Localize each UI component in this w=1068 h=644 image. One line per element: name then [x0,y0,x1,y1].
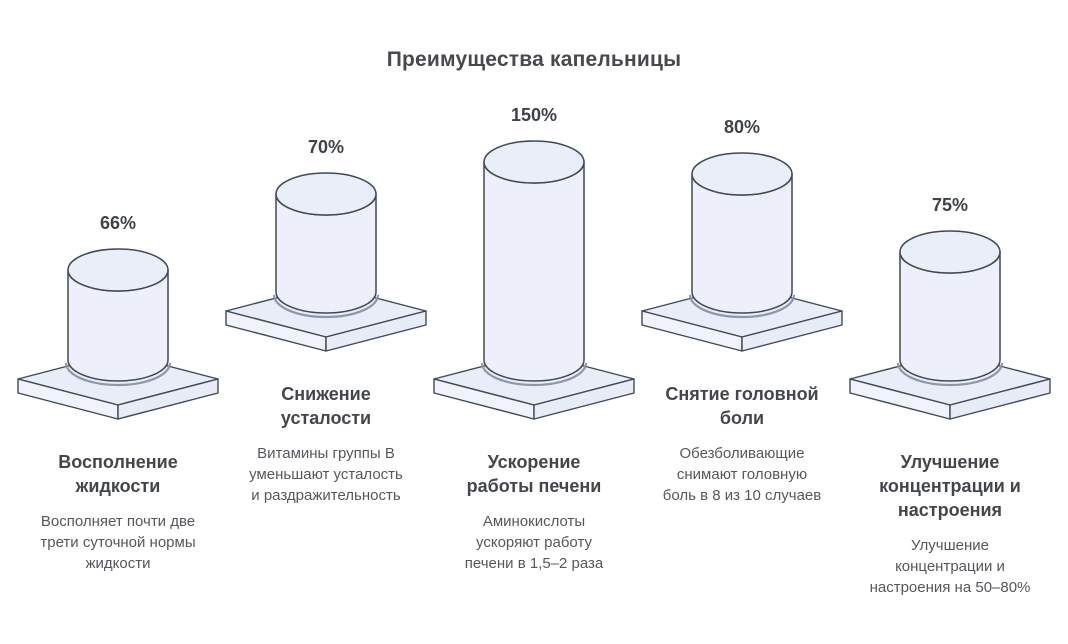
graphic-area: 66% [13,80,223,421]
chart-row: 66% Восполнение жидкости Восполняет почт… [0,80,1068,598]
value-label: 75% [931,195,969,216]
benefit-description: Восполняет почти две трети суточной норм… [40,512,196,572]
graphic-area: 150% [429,80,639,421]
cylinder-graphic [13,245,223,421]
benefit-description: Обезболивающие снимают головную боль в 8… [662,444,822,504]
benefit-column-liver: 150% Ускорение работы печени Аминокислот… [430,80,638,598]
benefit-description: Аминокислоты ускоряют работу печени в 1,… [464,512,604,572]
benefit-heading: Снижение усталости [280,384,372,428]
page-title: Преимущества капельницы [386,48,682,71]
benefit-column-mood: 75% Улучшение концентрации и настроения … [846,80,1054,598]
graphic-area: 75% [845,80,1055,421]
value-label: 150% [510,105,558,126]
value-label: 70% [307,137,345,158]
benefit-column-headache: 80% Снятие головной боли Обезболивающие … [638,80,846,598]
benefit-description: Витамины группы B уменьшают усталость и … [249,444,403,504]
benefit-heading: Ускорение работы печени [466,452,602,496]
benefit-heading: Восполнение жидкости [58,452,178,496]
graphic-area: 70% [221,80,431,353]
benefit-description: Улучшение концентрации и настроения на 5… [869,536,1031,596]
benefit-column-fatigue: 70% Снижение усталости Витамины группы B… [222,80,430,598]
cylinder-graphic [221,169,431,353]
value-label: 80% [723,117,761,138]
cylinder-graphic [429,137,639,421]
value-label: 66% [99,213,137,234]
graphic-area: 80% [637,80,847,353]
cylinder-graphic [845,227,1055,421]
benefit-column-fluid: 66% Восполнение жидкости Восполняет почт… [14,80,222,598]
benefit-heading: Улучшение концентрации и настроения [879,452,1021,520]
benefit-heading: Снятие головной боли [665,384,819,428]
cylinder-graphic [637,149,847,353]
